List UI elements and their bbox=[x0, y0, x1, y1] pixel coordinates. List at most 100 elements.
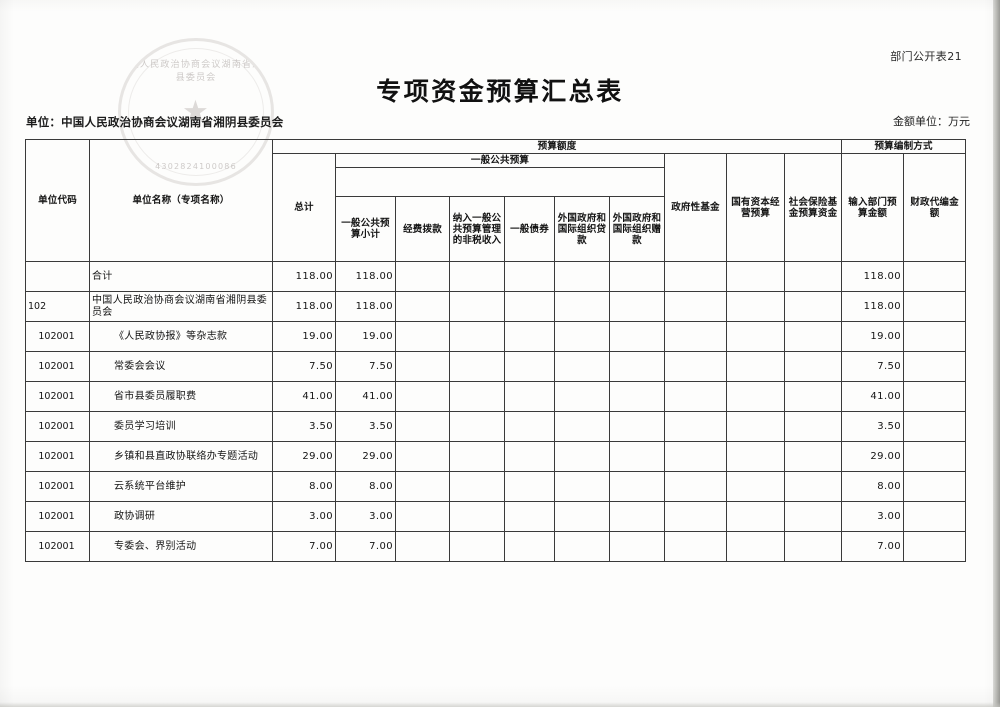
cell-social-insurance-fund bbox=[783, 261, 843, 293]
cell-funding-appropriation bbox=[395, 441, 450, 473]
cell-state-capital-operating-budget bbox=[726, 321, 785, 353]
cell-non-tax-income bbox=[449, 441, 505, 473]
cell-non-tax-income bbox=[449, 291, 505, 323]
cell-state-capital-operating-budget bbox=[726, 291, 785, 323]
cell-social-insurance-fund bbox=[783, 411, 843, 443]
unit-name-line: 单位：中国人民政治协商会议湖南省湘阴县委员会 bbox=[26, 115, 284, 129]
cell-gpb-subtotal: 7.00 bbox=[335, 531, 396, 563]
cell-funding-appropriation bbox=[395, 501, 450, 533]
cell-non-tax-income bbox=[449, 381, 505, 413]
cell-total: 29.00 bbox=[272, 441, 336, 473]
table-row[interactable]: 102001 常委会会议 7.50 7.50 7.50 bbox=[25, 351, 967, 383]
th-dept-entered-amount: 输入部门预算金额 bbox=[841, 153, 905, 263]
cell-finance-compiled-amount bbox=[903, 261, 967, 293]
cell-general-bonds bbox=[504, 291, 555, 323]
cell-foreign-gov-loans bbox=[554, 531, 610, 563]
cell-gov-fund bbox=[664, 351, 727, 383]
cell-finance-compiled-amount bbox=[903, 381, 967, 413]
th-unit-code: 单位代码 bbox=[25, 138, 90, 263]
cell-unit-name: 省市县委员履职费 bbox=[89, 381, 273, 413]
cell-state-capital-operating-budget bbox=[726, 351, 785, 383]
cell-gov-fund bbox=[664, 321, 727, 353]
cell-finance-compiled-amount bbox=[903, 321, 967, 353]
cell-foreign-gov-loans bbox=[554, 321, 610, 353]
header-row-3 bbox=[26, 167, 966, 198]
th-budget-method: 预算编制方式 bbox=[841, 138, 967, 155]
cell-unit-code: 102001 bbox=[25, 501, 90, 533]
cell-finance-compiled-amount bbox=[903, 471, 967, 503]
cell-finance-compiled-amount bbox=[903, 351, 967, 383]
cell-non-tax-income bbox=[449, 531, 505, 563]
cell-total: 118.00 bbox=[272, 291, 336, 323]
cell-funding-appropriation bbox=[395, 321, 450, 353]
cell-state-capital-operating-budget bbox=[726, 531, 785, 563]
table-row[interactable]: 102001 《人民政协报》等杂志款 19.00 19.00 19.00 bbox=[25, 321, 967, 353]
table-row[interactable]: 102001 专委会、界别活动 7.00 7.00 7.00 bbox=[25, 531, 967, 563]
cell-unit-name: 云系统平台维护 bbox=[89, 471, 273, 503]
cell-social-insurance-fund bbox=[783, 471, 843, 503]
cell-non-tax-income bbox=[449, 321, 505, 353]
cell-total: 8.00 bbox=[272, 471, 336, 503]
cell-total: 41.00 bbox=[272, 381, 336, 413]
table-row[interactable]: 102001 省市县委员履职费 41.00 41.00 41.00 bbox=[25, 381, 967, 413]
form-label: 部门公开表21 bbox=[890, 50, 962, 63]
cell-unit-code: 102001 bbox=[25, 351, 90, 383]
cell-foreign-gov-grants bbox=[609, 471, 665, 503]
scan-edge-right bbox=[993, 0, 1000, 707]
table-row[interactable]: 102 中国人民政治协商会议湖南省湘阴县委员会 118.00 118.00 118.00 bbox=[25, 291, 967, 323]
cell-funding-appropriation bbox=[395, 261, 450, 293]
th-unit-name: 单位名称（专项名称） bbox=[89, 138, 273, 263]
cell-foreign-gov-grants bbox=[609, 321, 665, 353]
table-row[interactable]: 102001 云系统平台维护 8.00 8.00 8.00 bbox=[25, 471, 967, 503]
cell-social-insurance-fund bbox=[783, 381, 843, 413]
cell-gpb-subtotal: 19.00 bbox=[335, 321, 396, 353]
cell-dept-entered-amount: 29.00 bbox=[841, 441, 905, 473]
cell-unit-name: 中国人民政治协商会议湖南省湘阴县委员会 bbox=[89, 291, 273, 323]
cell-unit-code: 102001 bbox=[25, 381, 90, 413]
th-non-tax-income: 纳入一般公共预算管理的非税收入 bbox=[449, 196, 505, 263]
cell-general-bonds bbox=[504, 501, 555, 533]
cell-finance-compiled-amount bbox=[903, 411, 967, 443]
special-fund-budget-table: 单位代码 单位名称（专项名称） 预算额度 预算编制方式 总计 一般公共预算 政府… bbox=[25, 138, 967, 563]
table-row[interactable]: 102001 委员学习培训 3.50 3.50 3.50 bbox=[25, 411, 967, 443]
header-row-2: 总计 一般公共预算 政府性基金 国有资本经营预算 社会保险基金预算资金 输入部门… bbox=[26, 153, 967, 263]
cell-foreign-gov-loans bbox=[554, 381, 610, 413]
table-row[interactable]: 102001 政协调研 3.00 3.00 3.00 bbox=[25, 501, 967, 533]
table-row[interactable]: 合计 118.00 118.00 118.00 bbox=[25, 261, 967, 293]
header-row-1: 单位代码 单位名称（专项名称） 预算额度 预算编制方式 bbox=[25, 138, 967, 263]
header-row-4: 一般公共预算小计 经费拨款 纳入一般公共预算管理的非税收入 一般债券 外国政府和… bbox=[26, 196, 966, 263]
cell-foreign-gov-grants bbox=[609, 531, 665, 563]
cell-total: 3.00 bbox=[272, 501, 336, 533]
cell-foreign-gov-loans bbox=[554, 501, 610, 533]
cell-foreign-gov-grants bbox=[609, 261, 665, 293]
budget-table-wrapper: 单位代码 单位名称（专项名称） 预算额度 预算编制方式 总计 一般公共预算 政府… bbox=[25, 138, 967, 563]
cell-unit-name: 专委会、界别活动 bbox=[89, 531, 273, 563]
table-row[interactable]: 102001 乡镇和县直政协联络办专题活动 29.00 29.00 29.00 bbox=[25, 441, 967, 473]
cell-funding-appropriation bbox=[395, 291, 450, 323]
cell-non-tax-income bbox=[449, 351, 505, 383]
cell-total: 19.00 bbox=[272, 321, 336, 353]
cell-gov-fund bbox=[664, 471, 727, 503]
cell-social-insurance-fund bbox=[783, 351, 843, 383]
cell-foreign-gov-grants bbox=[609, 291, 665, 323]
cell-total: 7.50 bbox=[272, 351, 336, 383]
th-gpb-subtotal: 一般公共预算小计 bbox=[335, 196, 396, 263]
cell-gov-fund bbox=[664, 441, 727, 473]
th-finance-compiled-amount: 财政代编金额 bbox=[903, 153, 967, 263]
th-social-insurance-fund: 社会保险基金预算资金 bbox=[783, 153, 843, 263]
cell-total: 3.50 bbox=[272, 411, 336, 443]
cell-finance-compiled-amount bbox=[903, 291, 967, 323]
cell-foreign-gov-loans bbox=[554, 441, 610, 473]
table-header: 单位代码 单位名称（专项名称） 预算额度 预算编制方式 总计 一般公共预算 政府… bbox=[25, 138, 967, 263]
cell-dept-entered-amount: 41.00 bbox=[841, 381, 905, 413]
cell-state-capital-operating-budget bbox=[726, 441, 785, 473]
cell-general-bonds bbox=[504, 411, 555, 443]
cell-finance-compiled-amount bbox=[903, 441, 967, 473]
cell-social-insurance-fund bbox=[783, 291, 843, 323]
th-general-bonds: 一般债券 bbox=[504, 196, 555, 263]
cell-state-capital-operating-budget bbox=[726, 411, 785, 443]
cell-general-bonds bbox=[504, 441, 555, 473]
cell-foreign-gov-loans bbox=[554, 351, 610, 383]
cell-gpb-subtotal: 41.00 bbox=[335, 381, 396, 413]
